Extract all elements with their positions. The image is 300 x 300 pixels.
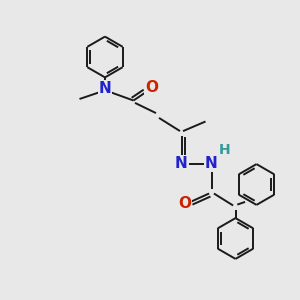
Text: H: H xyxy=(219,143,231,157)
Text: N: N xyxy=(175,156,188,171)
Text: N: N xyxy=(205,156,218,171)
Text: O: O xyxy=(145,80,158,94)
Text: N: N xyxy=(99,81,111,96)
Text: O: O xyxy=(178,196,191,211)
